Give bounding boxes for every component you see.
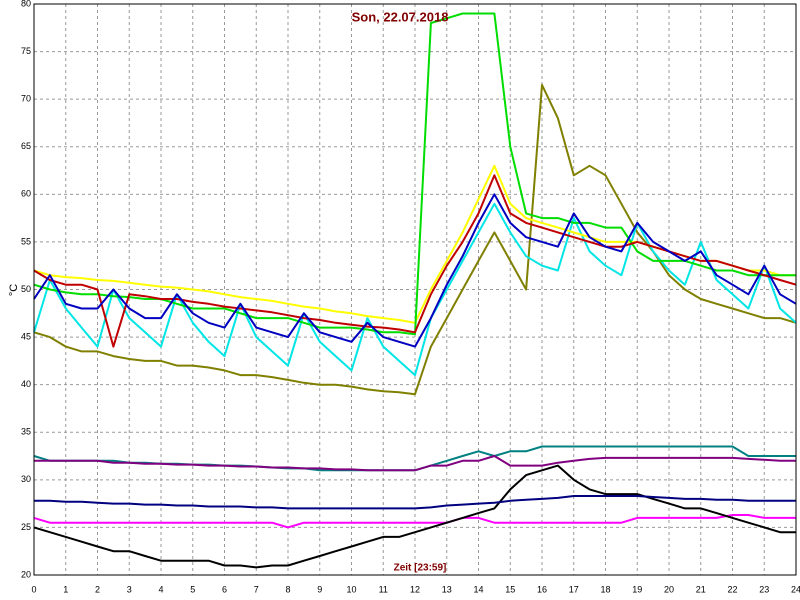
x-tick-label: 2: [95, 584, 100, 594]
series-line: [33, 83, 797, 396]
x-tick-label: 21: [696, 584, 706, 594]
series-line: [34, 495, 796, 510]
y-tick-label: 35: [21, 427, 31, 437]
y-tick-label: 20: [21, 569, 31, 579]
x-tick-label: 22: [727, 584, 737, 594]
series-line: [33, 193, 797, 348]
x-tick-label: 3: [127, 584, 132, 594]
y-tick-label: 40: [21, 379, 31, 389]
chart-title: Son, 22.07.2018: [352, 9, 449, 24]
x-tick-label: 19: [632, 584, 642, 594]
y-tick-label: 75: [21, 46, 31, 56]
y-tick-label: 70: [21, 94, 31, 104]
plot-frame: [33, 3, 797, 576]
x-tick-label: 10: [346, 584, 356, 594]
y-tick-label: 45: [21, 331, 31, 341]
series-line: [33, 514, 796, 529]
x-tick-label: 1: [63, 584, 68, 594]
x-tick-label: 13: [442, 584, 452, 594]
x-tick-label: 0: [31, 584, 36, 594]
y-tick-label: 25: [21, 522, 31, 532]
series-line: [33, 202, 797, 377]
y-tick-label: 80: [21, 0, 31, 8]
x-tick-label: 14: [473, 584, 483, 594]
x-tick-label: 18: [600, 584, 610, 594]
y-tick-label: 30: [21, 474, 31, 484]
x-tick-label: 9: [317, 584, 322, 594]
x-tick-label: 15: [505, 584, 515, 594]
x-tick-label: 5: [190, 584, 195, 594]
x-tick-label: 6: [222, 584, 227, 594]
x-tick-label: 12: [410, 584, 420, 594]
y-tick-label: 65: [21, 141, 31, 151]
y-axis-label: °C: [8, 284, 20, 296]
x-tick-label: 20: [664, 584, 674, 594]
series-line: [33, 464, 796, 569]
y-tick-label: 55: [21, 236, 31, 246]
y-tick-label: 50: [21, 284, 31, 294]
x-tick-label: 17: [569, 584, 579, 594]
x-tick-label: 4: [158, 584, 163, 594]
x-axis-label: Zeit [23:59]: [394, 563, 447, 574]
x-tick-label: 23: [759, 584, 769, 594]
y-tick-label: 60: [21, 189, 31, 199]
x-tick-label: 24: [791, 584, 800, 594]
lines: [33, 12, 797, 569]
series-line: [34, 455, 796, 472]
x-tick-label: 16: [537, 584, 547, 594]
x-tick-label: 11: [379, 584, 388, 594]
x-tick-label: 8: [285, 584, 290, 594]
x-tick-label: 7: [254, 584, 259, 594]
